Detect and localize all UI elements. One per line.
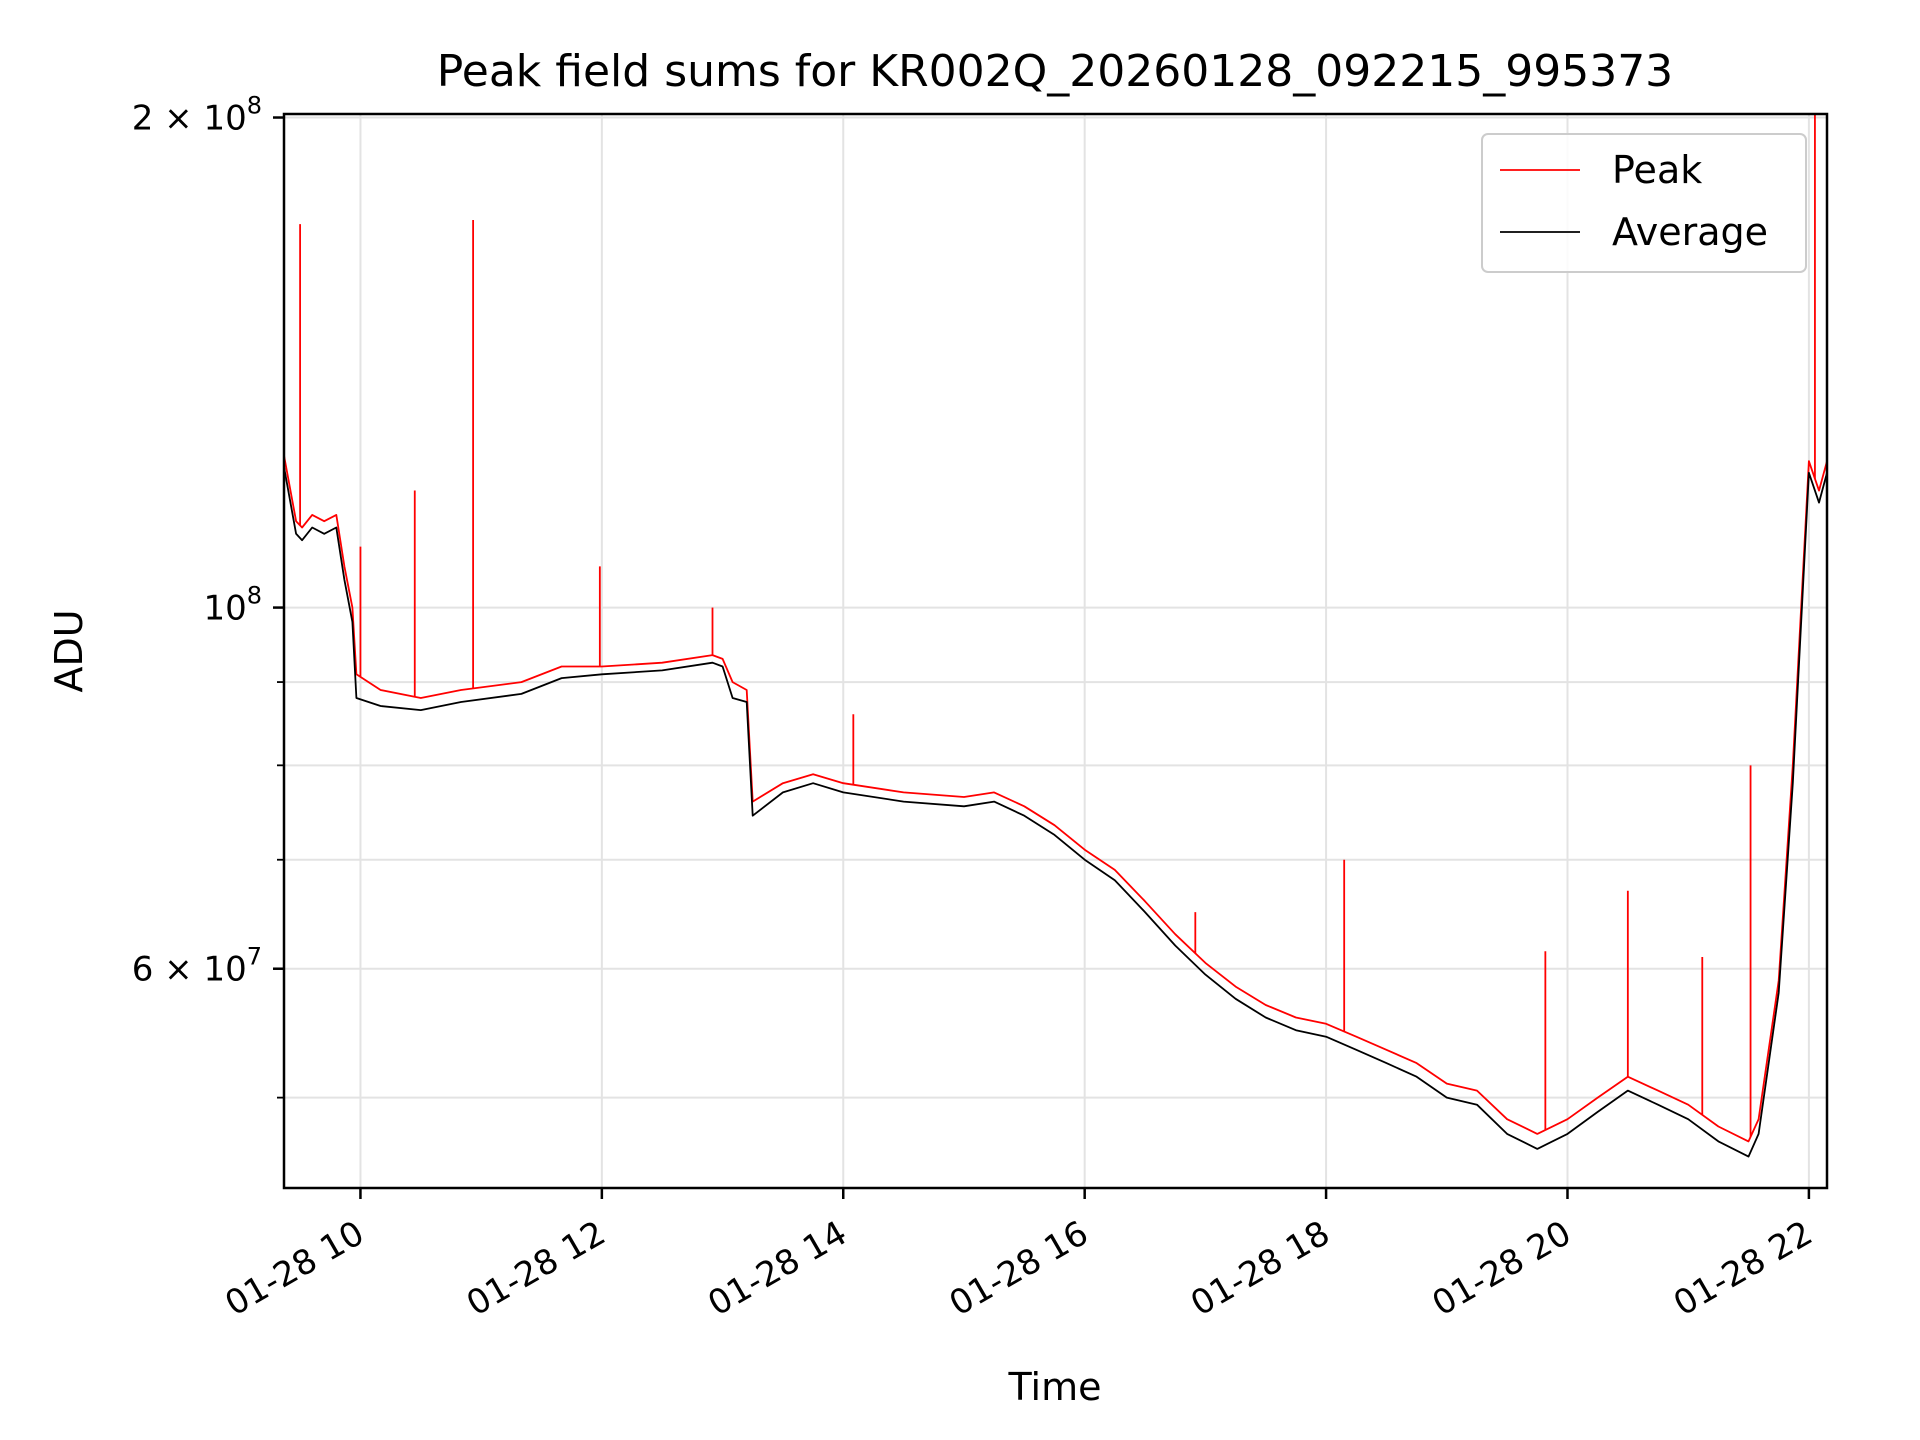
x-tick-label: 01-28 16 [943, 1213, 1095, 1324]
x-tick-label: 01-28 10 [219, 1213, 371, 1324]
series-line-peak [283, 455, 1828, 1143]
y-tick-label: 2 × 108 [132, 92, 262, 139]
legend-average-label: Average [1612, 210, 1768, 254]
x-tick-label: 01-28 14 [701, 1213, 853, 1324]
y-tick-label: 6 × 107 [132, 943, 262, 990]
chart-title: Peak field sums for KR002Q_20260128_0922… [437, 46, 1673, 97]
x-tick-label: 01-28 22 [1667, 1213, 1819, 1324]
x-axis-label: Time [1008, 1365, 1102, 1409]
legend[interactable]: Peak Average [1481, 133, 1807, 273]
series-line-average [283, 466, 1828, 1158]
legend-box [1481, 133, 1807, 273]
series-lines [283, 114, 1828, 1158]
x-tick-label: 01-28 12 [460, 1213, 612, 1324]
x-tick-label: 01-28 20 [1426, 1213, 1578, 1324]
legend-peak-label: Peak [1612, 148, 1702, 192]
y-tick-label: 108 [203, 582, 262, 629]
y-axis-label: ADU [47, 609, 91, 692]
x-tick-label: 01-28 18 [1184, 1213, 1336, 1324]
axis-ticks: 01-28 10 01-28 12 01-28 14 01-28 16 01-28 18… [132, 92, 1820, 1325]
plot-frame [282, 112, 1829, 1190]
grid [284, 114, 1827, 1188]
